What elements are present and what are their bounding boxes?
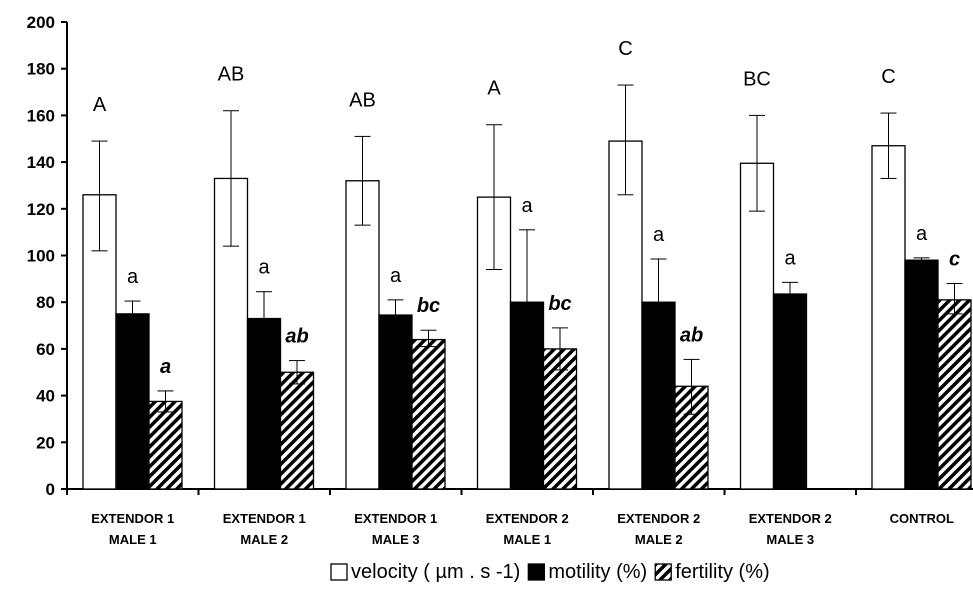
significance-label: bc: [548, 293, 571, 315]
y-tick-label: 100: [27, 247, 55, 266]
x-tick-label: CONTROL: [890, 511, 954, 526]
y-tick-label: 120: [27, 200, 55, 219]
y-tick-label: 0: [46, 480, 55, 499]
significance-label: A: [487, 78, 501, 100]
bar: [115, 313, 150, 490]
significance-label: a: [160, 356, 171, 378]
bar: [904, 259, 939, 490]
x-tick-label: EXTENDOR 1 MALE 2: [223, 511, 306, 547]
bar: [279, 371, 315, 490]
x-tick-label: EXTENDOR 1 MALE 3: [354, 511, 437, 547]
legend-label: velocity ( µm . s -1): [351, 561, 520, 583]
bar: [148, 400, 183, 490]
y-tick-label: 140: [27, 153, 55, 172]
significance-label: a: [521, 195, 533, 217]
significance-label: ab: [285, 326, 308, 348]
significance-label: C: [881, 66, 895, 88]
significance-label: a: [784, 247, 796, 269]
x-tick-label: EXTENDOR 2 MALE 3: [749, 511, 832, 547]
bar: [739, 162, 775, 490]
y-tick-label: 160: [27, 106, 55, 125]
legend-swatch: [330, 563, 348, 581]
bar: [542, 348, 578, 490]
bar: [378, 314, 413, 490]
significance-label: a: [390, 265, 402, 287]
bar: [411, 338, 446, 490]
significance-label: A: [93, 94, 107, 116]
significance-label: a: [258, 257, 270, 279]
bar: [871, 145, 906, 490]
significance-label: c: [949, 249, 960, 271]
significance-label: bc: [417, 295, 440, 317]
legend: velocity ( µm . s -1) motility (%) fertili…: [330, 561, 770, 583]
y-tick-label: 20: [36, 433, 55, 452]
significance-label: a: [653, 224, 665, 246]
y-tick-label: 180: [27, 60, 55, 79]
plot-area: 0 20 40 60 80 100 120 140 160 180 200 EXTENDOR 1 MAL…: [27, 13, 973, 547]
x-tick-label: EXTENDOR 2 MALE 2: [617, 511, 700, 547]
y-tick-label: 60: [36, 340, 55, 359]
y-tick-label: 200: [27, 13, 55, 32]
significance-label: a: [916, 223, 928, 245]
significance-label: AB: [349, 89, 376, 111]
bar: [937, 299, 972, 490]
y-tick-label: 80: [36, 293, 55, 312]
bar: [608, 140, 643, 490]
legend-swatch: [527, 563, 545, 581]
significance-label: C: [618, 38, 632, 60]
x-tick-label: EXTENDOR 1 MALE 1: [91, 511, 174, 547]
significance-label: ab: [680, 324, 703, 346]
legend-label: fertility (%): [675, 561, 769, 583]
significance-label: a: [127, 266, 139, 288]
bar: [772, 293, 808, 490]
x-tick-label: EXTENDOR 2 MALE 1: [486, 511, 569, 547]
significance-label: BC: [743, 68, 771, 90]
y-tick-label: 40: [36, 387, 55, 406]
legend-swatch: [654, 563, 672, 581]
significance-label: AB: [218, 64, 245, 86]
legend-label: motility (%): [548, 561, 647, 583]
bar: [345, 180, 380, 490]
